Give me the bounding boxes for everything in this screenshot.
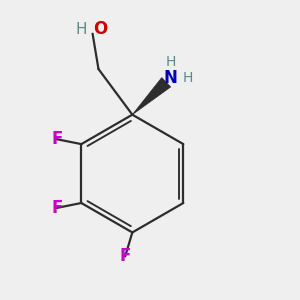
Text: F: F <box>51 199 62 217</box>
Text: H: H <box>76 22 87 37</box>
Polygon shape <box>132 78 171 115</box>
Text: H: H <box>182 71 193 85</box>
Text: F: F <box>51 130 62 148</box>
Text: N: N <box>164 69 178 87</box>
Text: H: H <box>165 55 176 69</box>
Text: F: F <box>119 248 131 266</box>
Text: O: O <box>93 20 107 38</box>
